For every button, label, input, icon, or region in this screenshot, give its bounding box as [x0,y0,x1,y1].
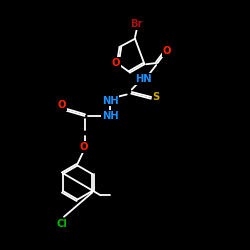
Text: NH: NH [102,96,118,106]
Text: NH: NH [102,111,118,121]
Text: O: O [111,58,120,68]
Text: Cl: Cl [56,219,68,229]
Text: O: O [163,46,171,56]
Text: O: O [80,142,88,152]
Text: O: O [58,100,66,110]
Text: HN: HN [135,74,151,84]
Text: S: S [152,92,160,102]
Text: Br: Br [130,19,143,29]
